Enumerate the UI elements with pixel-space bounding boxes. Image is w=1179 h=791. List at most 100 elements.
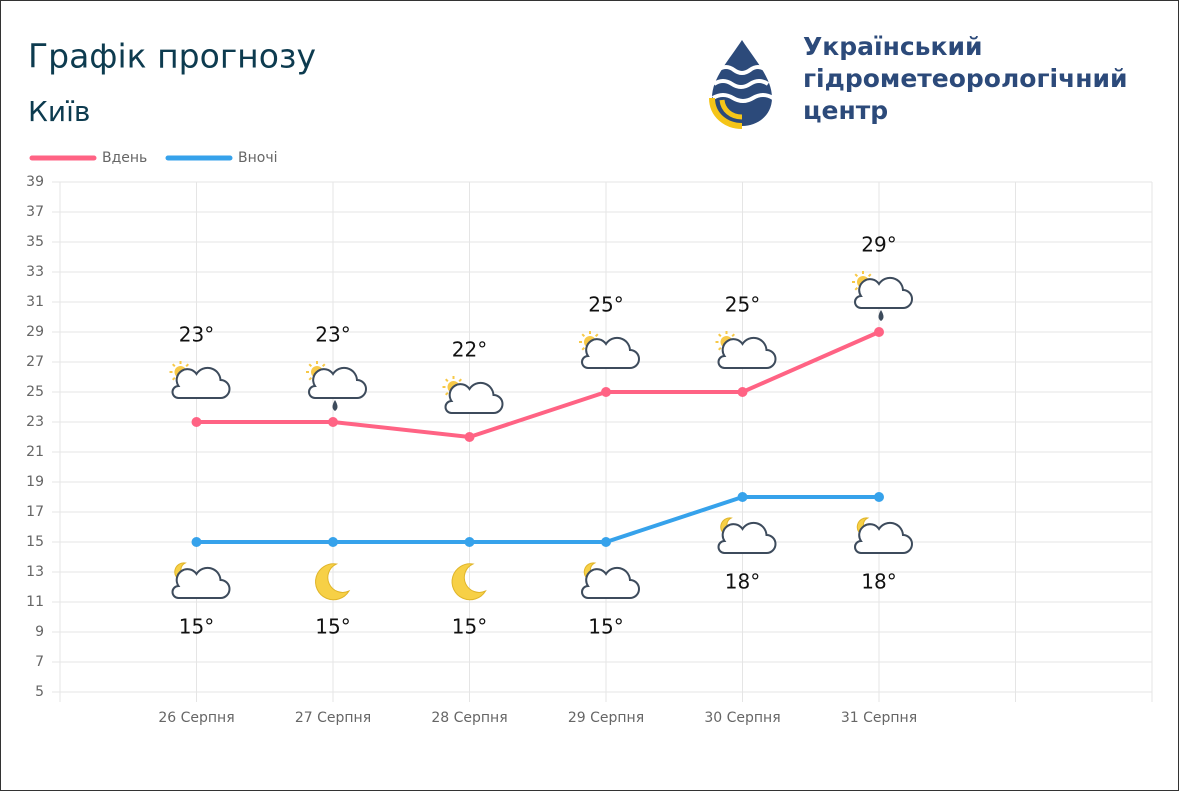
data-label: 15° [179, 615, 214, 639]
sun-ray [581, 346, 586, 351]
sun-ray [308, 376, 313, 381]
sun-ray [731, 333, 735, 338]
cloud [444, 381, 504, 414]
sun-ray [185, 363, 189, 368]
weather-icon [451, 563, 487, 601]
y-tick-label: 25 [26, 384, 44, 400]
weather-icon [442, 376, 504, 414]
drop [332, 400, 338, 411]
x-tick-label: 29 Серпня [568, 710, 644, 726]
sun-ray [594, 333, 599, 338]
legend-label: Вдень [102, 150, 147, 166]
weather-icon [581, 562, 640, 599]
y-tick-label: 5 [35, 684, 44, 700]
data-label: 18° [861, 570, 896, 594]
chart-subtitle: Київ [28, 95, 90, 128]
y-tick-label: 19 [26, 474, 44, 490]
sun-ray [321, 363, 326, 368]
cloud [581, 566, 640, 599]
sun-ray [718, 333, 722, 338]
point [737, 492, 748, 502]
y-tick-label: 39 [26, 174, 44, 190]
x-tick-label: 26 Серпня [158, 710, 234, 726]
point [601, 537, 611, 547]
point [328, 537, 338, 547]
logo-text: гідрометеорологічний [803, 64, 1128, 93]
x-tick-label: 31 Серпня [841, 710, 917, 726]
sun-ray [308, 363, 313, 368]
weather-icon [315, 563, 351, 601]
point [191, 417, 202, 427]
x-tick-label: 27 Серпня [295, 710, 371, 726]
cloud [717, 521, 777, 554]
y-tick-label: 7 [35, 654, 44, 670]
sun-ray [854, 286, 859, 291]
cloud [308, 366, 367, 399]
point [328, 417, 338, 427]
cloud [854, 521, 913, 554]
point [737, 387, 748, 397]
sun-ray [172, 363, 176, 368]
point [601, 387, 611, 397]
point [191, 537, 202, 547]
y-tick-label: 17 [26, 504, 44, 520]
cloud [171, 366, 231, 399]
sun-ray [867, 273, 872, 278]
sun-ray [854, 273, 859, 278]
point [874, 327, 884, 337]
sun-ray [445, 378, 449, 383]
y-tick-label: 37 [26, 204, 44, 220]
point [464, 537, 475, 547]
weather-icon [717, 517, 777, 554]
logo-icon [709, 40, 775, 129]
sun-ray [458, 378, 462, 383]
sun-ray [581, 333, 586, 338]
data-label: 15° [315, 615, 350, 639]
data-label: 18° [725, 570, 760, 594]
y-tick-label: 27 [26, 354, 44, 370]
series-line [196, 330, 880, 440]
point [874, 492, 884, 502]
moon [451, 563, 487, 601]
data-label: 22° [452, 338, 487, 362]
point [464, 432, 475, 442]
data-label: 15° [452, 615, 487, 639]
y-tick-label: 13 [26, 564, 44, 580]
legend-label: Вночі [238, 150, 277, 166]
y-tick-label: 31 [26, 294, 44, 310]
x-tick-label: 30 Серпня [704, 710, 780, 726]
y-tick-label: 15 [26, 534, 44, 550]
weather-icon [579, 331, 640, 369]
cloud [854, 276, 913, 309]
chart-title: Графік прогнозу [28, 37, 316, 76]
y-tick-label: 11 [26, 594, 44, 610]
data-label: 29° [861, 233, 896, 257]
x-tick-label: 28 Серпня [431, 710, 507, 726]
data-label: 23° [315, 323, 350, 347]
sun-ray [445, 391, 449, 396]
moon [315, 563, 351, 601]
sun-ray [172, 376, 176, 381]
weather-icon [171, 562, 231, 599]
weather-icon [306, 361, 367, 411]
data-label: 15° [588, 615, 623, 639]
y-tick-label: 9 [35, 624, 44, 640]
data-label: 23° [179, 323, 214, 347]
drop [878, 310, 884, 321]
weather-icon [169, 361, 231, 399]
weather-icon [852, 271, 913, 321]
cloud [171, 566, 231, 599]
cloud [717, 336, 777, 369]
weather-icon [715, 331, 777, 369]
y-tick-label: 33 [26, 264, 44, 280]
y-tick-label: 21 [26, 444, 44, 460]
sun-ray [718, 346, 722, 351]
weather-icon [854, 517, 913, 554]
data-label: 25° [725, 293, 760, 317]
series-line [196, 495, 879, 544]
y-tick-label: 29 [26, 324, 44, 340]
data-label: 25° [588, 293, 623, 317]
logo-text: центр [803, 96, 888, 125]
y-tick-label: 35 [26, 234, 44, 250]
